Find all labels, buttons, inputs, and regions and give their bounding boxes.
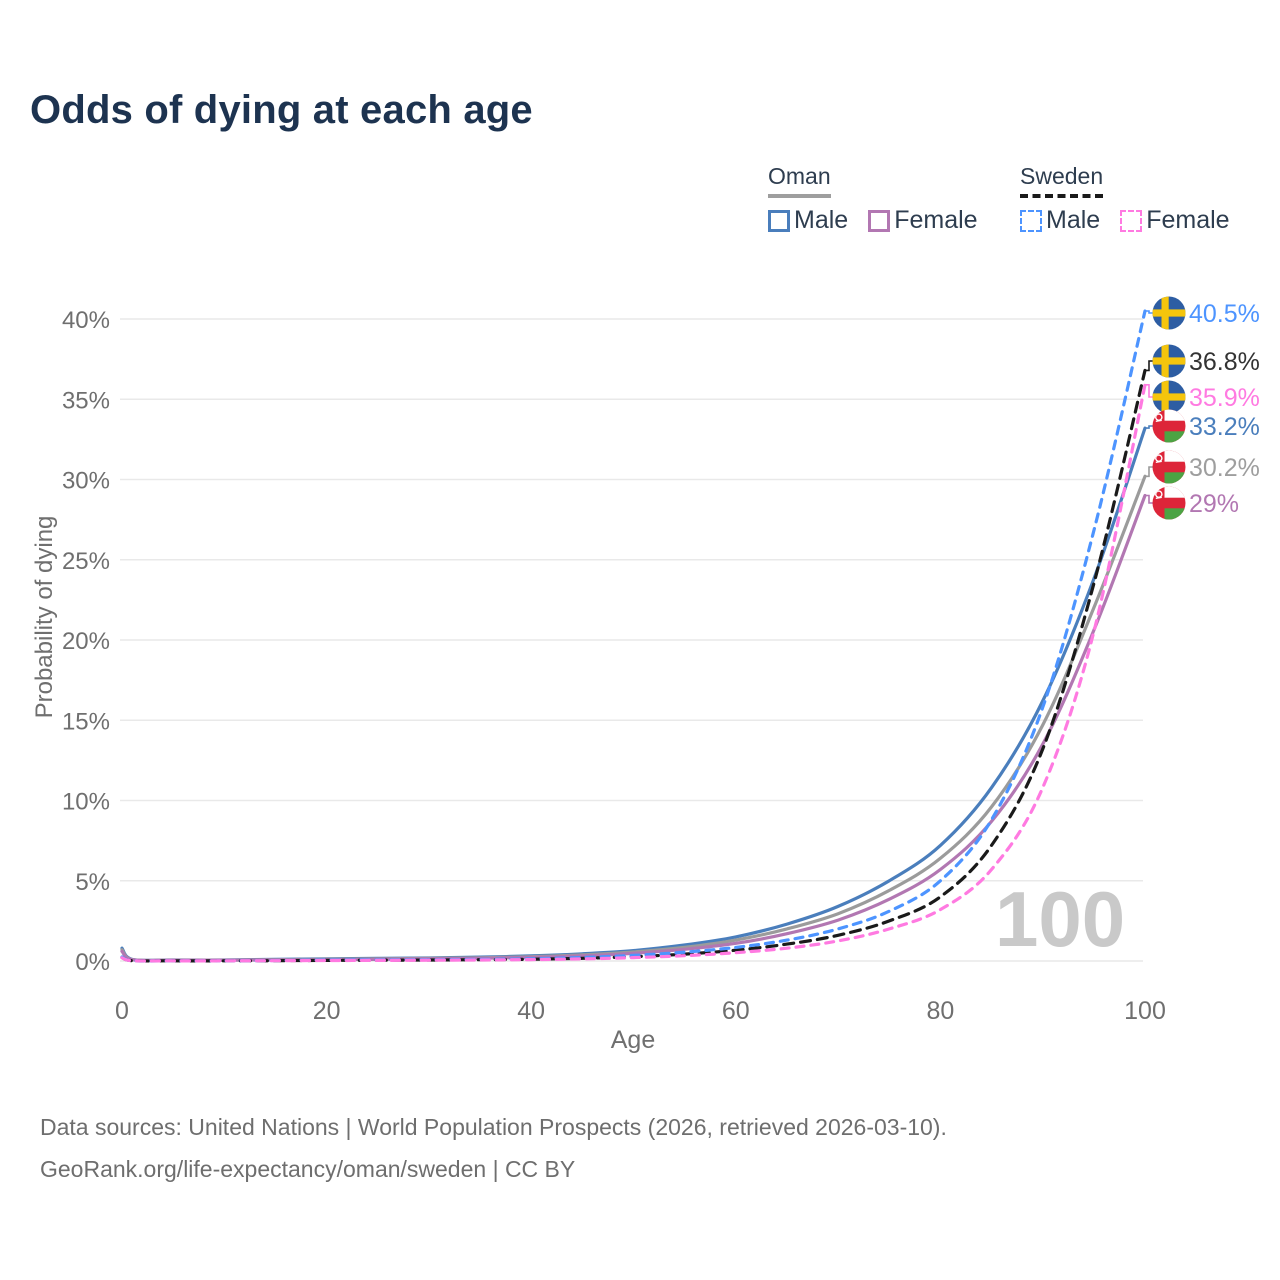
- legend-item-sweden-male[interactable]: Male: [1020, 206, 1100, 235]
- legend-item-label: Male: [1046, 206, 1101, 234]
- sweden-flag-icon: [1152, 380, 1186, 414]
- legend-items-oman: Male Female: [768, 206, 978, 235]
- x-tick-label: 60: [722, 997, 750, 1025]
- legend-items-sweden: Male Female: [1020, 206, 1230, 235]
- legend-group-sweden: Sweden Male Female: [1020, 163, 1230, 235]
- end-label-oman-female: 29%: [1189, 490, 1239, 518]
- footer: Data sources: United Nations | World Pop…: [40, 1106, 947, 1190]
- legend-group-oman: Oman Male Female: [768, 163, 978, 235]
- label-connector-sweden-both: [1145, 360, 1154, 372]
- end-label-sweden-male: 40.5%: [1189, 300, 1260, 328]
- y-tick-label: 30%: [62, 468, 110, 495]
- legend-group-title-oman[interactable]: Oman: [768, 163, 831, 198]
- oman-flag-icon: [1152, 486, 1186, 520]
- end-label-sweden-female: 35.9%: [1189, 384, 1260, 412]
- attribution-line: GeoRank.org/life-expectancy/oman/sweden …: [40, 1156, 576, 1182]
- label-connector-oman-female: [1145, 494, 1154, 504]
- y-tick-label: 10%: [62, 789, 110, 816]
- legend-swatch-oman-female: [868, 209, 891, 232]
- legend-group-title-sweden[interactable]: Sweden: [1020, 163, 1104, 198]
- legend-item-label: Female: [894, 206, 978, 234]
- line-sweden-male[interactable]: [120, 309, 1147, 963]
- line-sweden-female[interactable]: [120, 383, 1147, 963]
- sweden-flag-icon: [1152, 296, 1186, 330]
- x-axis-title: Age: [610, 1026, 656, 1054]
- y-tick-label: 40%: [62, 307, 110, 334]
- y-tick-label: 5%: [75, 869, 110, 896]
- oman-flag-icon: [1152, 409, 1186, 443]
- legend-item-label: Male: [794, 206, 849, 234]
- x-tick-label: 40: [517, 997, 545, 1025]
- x-tick-label: 80: [926, 997, 954, 1025]
- line-oman-female[interactable]: [120, 493, 1147, 963]
- chart-title: Odds of dying at each age: [30, 88, 533, 132]
- oman-flag-icon: [1152, 450, 1186, 484]
- label-connector-sweden-male: [1145, 310, 1154, 314]
- label-connector-sweden-female: [1145, 384, 1154, 398]
- end-label-oman-both: 30.2%: [1189, 454, 1260, 482]
- x-tick-label: 20: [313, 997, 341, 1025]
- y-tick-label: 35%: [62, 387, 110, 414]
- y-tick-label: 15%: [62, 708, 110, 735]
- y-tick-label: 0%: [75, 949, 110, 976]
- legend-swatch-sweden-female: [1120, 209, 1143, 232]
- age-counter-watermark: 100: [995, 875, 1126, 963]
- legend-item-sweden-female[interactable]: Female: [1120, 206, 1230, 235]
- legend-swatch-sweden-male: [1020, 209, 1042, 232]
- y-tick-label: 25%: [62, 548, 110, 575]
- x-tick-label: 0: [115, 997, 129, 1025]
- legend-item-oman-male[interactable]: Male: [768, 206, 848, 235]
- x-tick-label: 100: [1124, 997, 1166, 1025]
- label-connector-oman-male: [1145, 425, 1154, 429]
- legend-item-oman-female[interactable]: Female: [868, 206, 978, 235]
- end-label-oman-male: 33.2%: [1189, 413, 1260, 441]
- data-sources-line: Data sources: United Nations | World Pop…: [40, 1114, 947, 1140]
- line-sweden-both[interactable]: [120, 368, 1147, 963]
- label-connector-oman-both: [1145, 466, 1154, 478]
- sweden-flag-icon: [1152, 344, 1186, 378]
- y-tick-label: 20%: [62, 628, 110, 655]
- line-oman-both[interactable]: [120, 474, 1147, 963]
- end-label-sweden-both: 36.8%: [1189, 348, 1260, 376]
- legend-item-label: Female: [1146, 206, 1230, 234]
- legend-swatch-oman-male: [768, 209, 790, 232]
